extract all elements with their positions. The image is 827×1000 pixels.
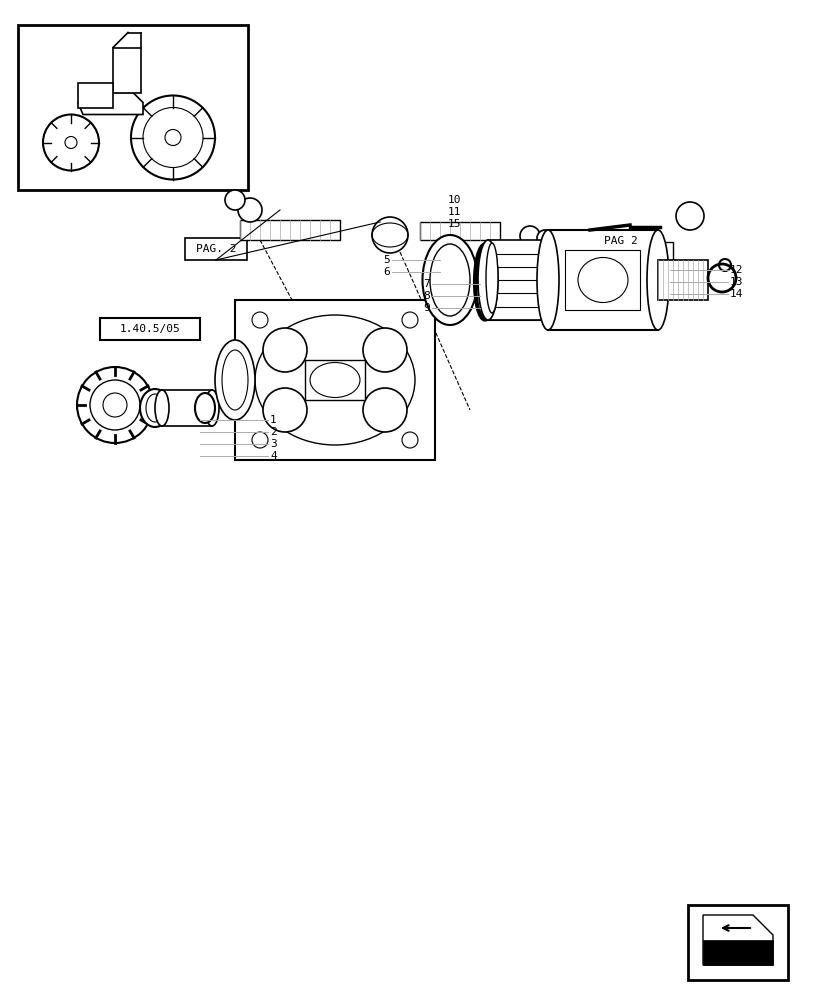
Ellipse shape [422,235,477,325]
Bar [304,360,365,400]
Circle shape [263,388,307,432]
Bar [419,222,500,240]
Ellipse shape [485,243,497,313]
Polygon shape [78,93,143,115]
Circle shape [537,230,552,246]
Text: PAG. 2: PAG. 2 [195,244,236,254]
Polygon shape [78,83,112,108]
Text: 1.40.5/05: 1.40.5/05 [119,324,180,334]
Ellipse shape [205,390,218,426]
Circle shape [675,202,703,230]
Bar [687,905,787,980]
Text: 8: 8 [423,291,429,301]
Circle shape [371,217,408,253]
Bar [487,240,547,320]
Bar [619,232,638,272]
Bar [184,238,246,260]
Ellipse shape [646,230,668,330]
Text: 6: 6 [383,267,390,277]
Circle shape [567,234,591,258]
Circle shape [707,264,735,292]
Circle shape [549,232,569,252]
Circle shape [362,328,407,372]
Ellipse shape [537,230,558,330]
Text: 9: 9 [423,303,429,313]
Text: PAG 2: PAG 2 [604,236,637,246]
Bar [590,230,651,252]
Text: 12: 12 [729,265,743,275]
Polygon shape [702,915,772,965]
Ellipse shape [195,393,215,423]
Bar [657,260,707,300]
Bar [100,318,200,340]
Circle shape [225,190,245,210]
Ellipse shape [215,340,255,420]
Bar [18,25,248,190]
Text: 10: 10 [447,195,461,205]
Circle shape [519,226,539,246]
Circle shape [43,115,99,171]
Polygon shape [702,940,772,965]
Text: 11: 11 [447,207,461,217]
Text: 4: 4 [270,451,276,461]
Ellipse shape [155,390,169,426]
Text: 7: 7 [423,279,429,289]
Circle shape [131,96,215,180]
Text: 5: 5 [383,255,390,265]
Circle shape [362,388,407,432]
Circle shape [77,367,153,443]
Bar [240,220,340,240]
Ellipse shape [477,240,497,320]
Circle shape [587,238,615,266]
Circle shape [237,198,261,222]
Bar [638,242,672,260]
Text: 14: 14 [729,289,743,299]
Polygon shape [112,48,141,93]
Bar [235,300,434,460]
Text: 3: 3 [270,439,276,449]
Text: 2: 2 [270,427,276,437]
Circle shape [263,328,307,372]
Ellipse shape [140,389,170,427]
Text: 13: 13 [729,277,743,287]
Bar [564,250,639,310]
Text: 15: 15 [447,219,461,229]
Bar [162,390,212,426]
Bar [547,230,657,330]
Polygon shape [696,913,779,972]
Text: 1: 1 [270,415,276,425]
